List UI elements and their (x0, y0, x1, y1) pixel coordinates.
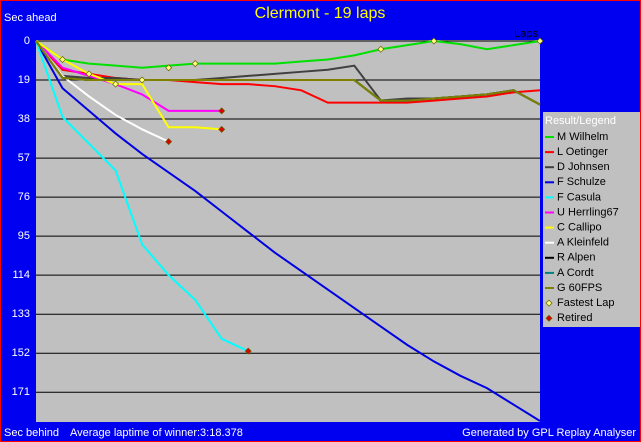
marker (191, 60, 199, 68)
series-line (35, 40, 249, 353)
y-tick-label: 38 (18, 113, 30, 125)
legend-label: L Oetinger (557, 146, 608, 158)
y-label-bottom: Sec behind (4, 427, 59, 439)
legend-swatch (545, 314, 553, 322)
marker (244, 347, 252, 355)
y-tick-label: 171 (12, 386, 30, 398)
marker (377, 45, 385, 53)
legend-label: M Wilhelm (557, 131, 608, 143)
plot-area (36, 40, 540, 422)
y-tick-label: 19 (18, 74, 30, 86)
legend-label: G 60FPS (557, 282, 602, 294)
legend-label: Fastest Lap (557, 297, 614, 309)
legend-label: C Callipo (557, 222, 602, 234)
y-tick-label: 57 (18, 152, 30, 164)
legend-label: F Schulze (557, 176, 606, 188)
marker (218, 107, 226, 115)
marker (59, 55, 67, 63)
marker (138, 76, 146, 84)
marker (165, 64, 173, 72)
y-tick-label: 133 (12, 308, 30, 320)
y-tick-label: 0 (24, 35, 30, 47)
x-label: Laps (514, 28, 538, 40)
series-line (35, 39, 541, 69)
marker (536, 37, 544, 45)
y-tick-label: 152 (12, 347, 30, 359)
series-line (35, 40, 222, 131)
marker (112, 80, 120, 88)
legend-swatch (545, 299, 553, 307)
legend-label: D Johnsen (557, 161, 610, 173)
marker (430, 37, 438, 45)
footer-left: Average laptime of winner:3:18.378 (70, 427, 243, 439)
marker (165, 138, 173, 146)
footer-right: Generated by GPL Replay Analyser (462, 427, 636, 439)
legend-label: F Casula (557, 191, 602, 203)
legend-label: U Herrling67 (557, 206, 619, 218)
y-label-top: Sec ahead (4, 12, 57, 24)
y-tick-label: 114 (12, 269, 30, 281)
legend-label: A Cordt (557, 267, 594, 279)
marker (218, 125, 226, 133)
y-tick-label: 76 (18, 191, 30, 203)
legend-label: Retired (557, 312, 592, 324)
legend-label: R Alpen (557, 252, 596, 264)
chart-title: Clermont - 19 laps (255, 5, 386, 22)
legend (543, 112, 640, 327)
series-line (35, 40, 222, 112)
series-line (35, 40, 541, 422)
legend-label: A Kleinfeld (557, 237, 609, 249)
marker (85, 70, 93, 78)
series-line (35, 40, 541, 106)
y-tick-label: 95 (18, 230, 30, 242)
legend-title: Result/Legend (545, 115, 616, 127)
